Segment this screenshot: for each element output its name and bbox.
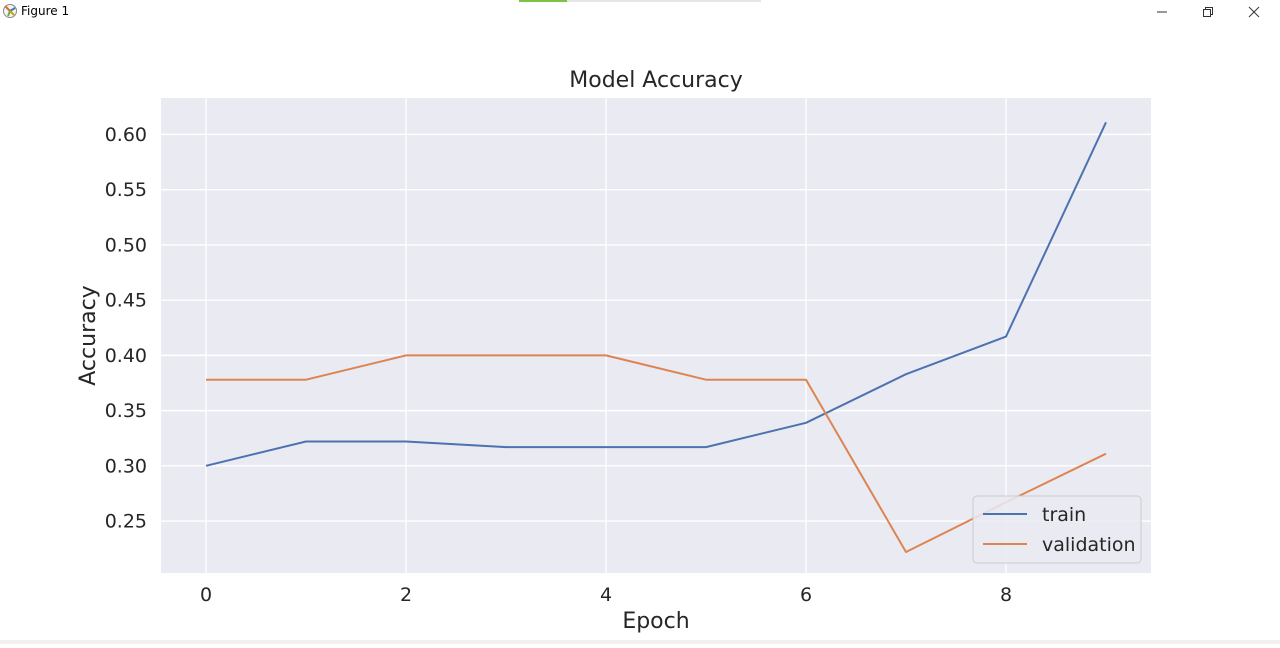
- close-button[interactable]: [1231, 0, 1277, 24]
- x-tick-label: 0: [200, 584, 212, 606]
- y-axis-label: Accuracy: [76, 285, 101, 385]
- minimize-button[interactable]: [1139, 0, 1185, 24]
- y-tick-label: 0.35: [105, 400, 147, 422]
- line-chart: 0.25 0.30 0.35 0.40 0.45 0.50 0.55 0.60 0 2 4 6 8 Mod…: [76, 68, 1151, 634]
- window-titlebar: Figure 1: [0, 0, 1280, 24]
- x-axis-label: Epoch: [622, 609, 689, 634]
- progress-bar-fill: [519, 0, 568, 2]
- y-tick-label: 0.40: [105, 345, 147, 367]
- legend-box: [972, 495, 1142, 564]
- plot-area: [161, 98, 1151, 573]
- y-tick-label: 0.55: [105, 179, 147, 201]
- chart-title: Model Accuracy: [569, 68, 743, 93]
- legend: train validation: [972, 495, 1142, 564]
- minimize-icon: [1157, 11, 1167, 13]
- close-icon: [1248, 6, 1260, 18]
- legend-label-train: train: [1042, 504, 1086, 526]
- y-tick-label: 0.45: [105, 290, 147, 312]
- y-tick-label: 0.50: [105, 234, 147, 256]
- window-title: Figure 1: [21, 4, 70, 18]
- y-tick-label: 0.60: [105, 124, 147, 146]
- figure-canvas: 0.25 0.30 0.35 0.40 0.45 0.50 0.55 0.60 0 2 4 6 8 Mod…: [0, 24, 1280, 644]
- y-tick-label: 0.25: [105, 511, 147, 533]
- window-bottom-edge: [0, 640, 1280, 644]
- x-tick-label: 2: [400, 584, 412, 606]
- series-line-train: [205, 121, 1107, 467]
- x-tick-label: 8: [1000, 584, 1012, 606]
- series-line-validation: [206, 354, 1107, 553]
- x-tick-label: 4: [600, 584, 612, 606]
- restore-icon: [1203, 7, 1213, 17]
- legend-label-validation: validation: [1042, 534, 1136, 556]
- restore-button[interactable]: [1185, 0, 1231, 24]
- progress-bar: [519, 0, 761, 2]
- matplotlib-figure-icon: [3, 4, 17, 18]
- y-tick-label: 0.30: [105, 455, 147, 477]
- x-tick-label: 6: [800, 584, 812, 606]
